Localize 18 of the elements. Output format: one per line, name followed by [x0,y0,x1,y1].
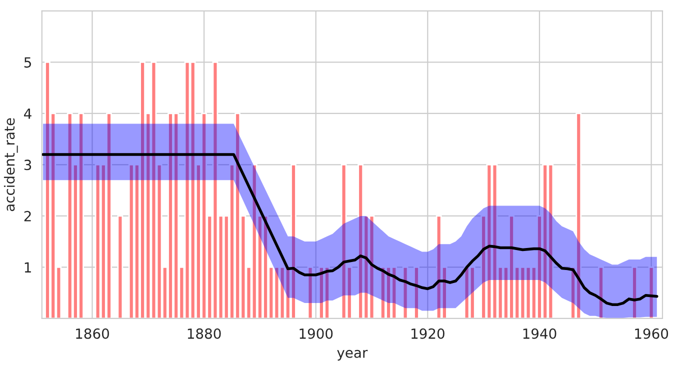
line-series [42,153,658,306]
y-tick-label: 1 [24,262,31,272]
x-tick-label: 1860 [76,328,109,339]
x-tick-label: 1940 [523,328,556,339]
bar [598,266,604,318]
bar [117,215,124,318]
x-tick-label: 1920 [412,328,444,339]
x-tick-label: 1960 [635,328,668,339]
y-tick-label: 4 [24,108,32,119]
x-axis-title: year [337,350,368,361]
x-tick-label: 1880 [188,328,221,339]
y-tick-label: 2 [24,210,31,222]
y-axis-title: accident_rate [4,118,18,212]
x-tick-label: 1900 [300,328,333,339]
bar [632,266,638,318]
y-tick-label: 3 [24,160,32,170]
bar [414,266,420,318]
y-tick-label: 5 [24,57,31,68]
